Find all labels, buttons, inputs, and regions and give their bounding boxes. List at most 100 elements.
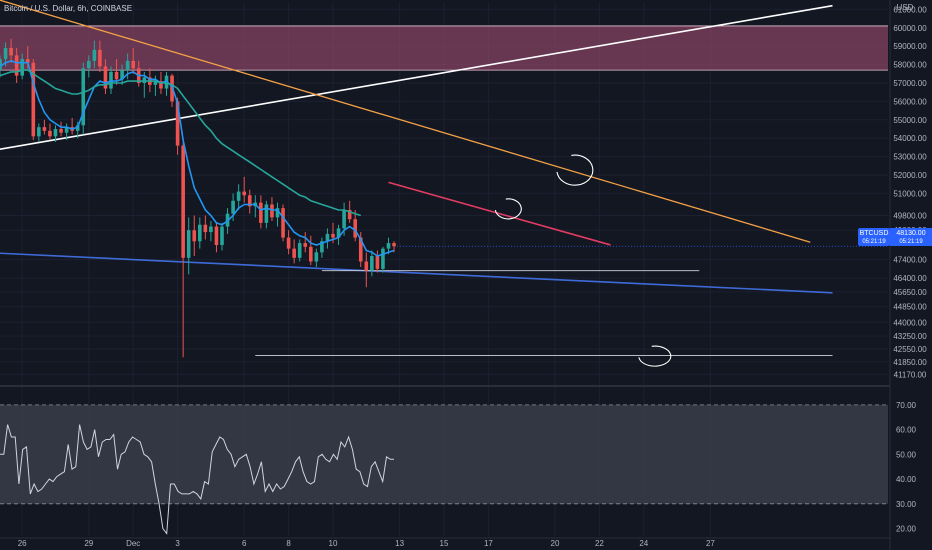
price-tick-label: 55000.00 (893, 116, 927, 125)
price-tick-label: 54000.00 (893, 134, 927, 143)
candle-body (236, 191, 241, 201)
candle-body (308, 246, 313, 262)
rsi-line (0, 424, 394, 535)
candle-body (320, 241, 324, 253)
candle-body (197, 224, 202, 242)
candle-body (59, 129, 63, 133)
rsi-tick-label: 20.00 (896, 525, 917, 534)
candle-body (220, 226, 224, 245)
candle-body (370, 256, 374, 271)
drawn-circle-annotation (556, 154, 594, 186)
candle-body (264, 204, 269, 223)
candle-body (181, 145, 185, 258)
candle-body (259, 202, 263, 223)
price-tick-label: 43250.00 (893, 332, 927, 341)
annotation-layer (494, 154, 672, 367)
time-tick-label: 22 (595, 539, 604, 548)
candle-body (20, 59, 25, 76)
candle-body (342, 209, 346, 229)
rsi-tick-label: 30.00 (896, 500, 917, 509)
last-price-countdown: 05:21:19 (862, 239, 886, 245)
price-tick-label: 41170.00 (894, 370, 927, 379)
candle-body (281, 208, 285, 238)
candle-body (25, 59, 30, 63)
candle-body (153, 81, 158, 85)
last-price-symbol: BTCUSD (860, 230, 889, 237)
candle-body (9, 48, 13, 56)
time-tick-label: 13 (395, 539, 404, 548)
price-tick-label: 57000.00 (893, 79, 927, 88)
candle-body (347, 209, 352, 220)
candle-body (270, 204, 274, 218)
candle-body (37, 127, 41, 137)
candle-body (386, 243, 391, 249)
trendline[interactable] (0, 0, 811, 243)
candle-body (203, 224, 208, 233)
candle-body (131, 60, 136, 69)
price-tick-label: 49800.00 (893, 212, 927, 221)
candle-body (325, 233, 330, 242)
candle-body (192, 230, 197, 242)
candle-body (297, 243, 302, 258)
rsi-axis[interactable]: 70.00 60.00 50.00 40.00 30.00 20.00 (896, 401, 917, 534)
time-tick-label: Dec (126, 539, 140, 548)
rsi-layer (0, 424, 394, 535)
candle-body (42, 127, 47, 131)
price-tick-label: 46400.00 (893, 274, 927, 283)
time-tick-label: 15 (440, 539, 449, 548)
candle-body (125, 60, 130, 71)
time-tick-label: 3 (175, 539, 180, 548)
time-axis[interactable]: 26 29 Dec 3 6 8 10 13 15 17 20 22 24 27 (18, 539, 716, 548)
candle-body (392, 243, 396, 247)
candle-body (0, 59, 2, 71)
time-tick-label: 17 (484, 539, 493, 548)
last-price-tag-bg (858, 228, 890, 246)
drawn-circle-annotation (638, 345, 672, 367)
time-tick-label: 29 (84, 539, 93, 548)
price-tick-label: 59000.00 (893, 42, 927, 51)
candle-body (331, 233, 335, 238)
trendline[interactable] (388, 181, 611, 246)
time-tick-label: 27 (706, 539, 715, 548)
time-tick-label: 10 (329, 539, 338, 548)
candle-body (120, 70, 124, 80)
price-tick-label: 45650.00 (893, 288, 927, 297)
candle-body (353, 219, 358, 238)
candle-body (364, 261, 369, 271)
candle-body (209, 226, 213, 233)
candle-body (175, 101, 180, 146)
last-price-axis-box (890, 228, 932, 246)
candle-body (48, 130, 52, 137)
candle-body (103, 66, 108, 89)
trendline[interactable] (0, 252, 833, 294)
time-tick-label: 20 (551, 539, 560, 548)
rsi-tick-label: 40.00 (896, 475, 917, 484)
candle-body (53, 129, 58, 137)
candle-body (86, 60, 91, 69)
time-tick-label: 26 (18, 539, 27, 548)
candle-body (159, 81, 163, 89)
candle-body (275, 208, 280, 218)
rsi-band (0, 404, 888, 505)
resistance-zone (0, 25, 888, 71)
trendline[interactable] (0, 4, 833, 151)
candle-body (292, 248, 296, 258)
candle-body (31, 62, 36, 137)
price-tick-label: 44850.00 (893, 303, 927, 312)
candle-body (242, 191, 247, 196)
price-tick-label: 52000.00 (893, 171, 927, 180)
candle-body (336, 228, 341, 238)
price-axis[interactable]: 61000.00 60000.00 59000.00 58000.00 57000.00… (893, 5, 927, 379)
price-tick-label: 60000.00 (893, 24, 927, 33)
candle-body (286, 237, 291, 249)
price-tick-label: 61000.00 (893, 5, 927, 14)
candle-body (109, 71, 113, 89)
candle-body (92, 49, 97, 61)
price-tick-label: 58000.00 (893, 61, 927, 70)
price-tick-label: 42550.00 (893, 345, 927, 354)
chart-title: Bitcoin / U.S. Dollar, 6h, COINBASE (4, 4, 133, 13)
candle-body (75, 125, 80, 131)
last-price-tag: BTCUSD 05:21:19 48130.00 05:21:19 (858, 228, 932, 246)
candle-body (3, 48, 8, 60)
